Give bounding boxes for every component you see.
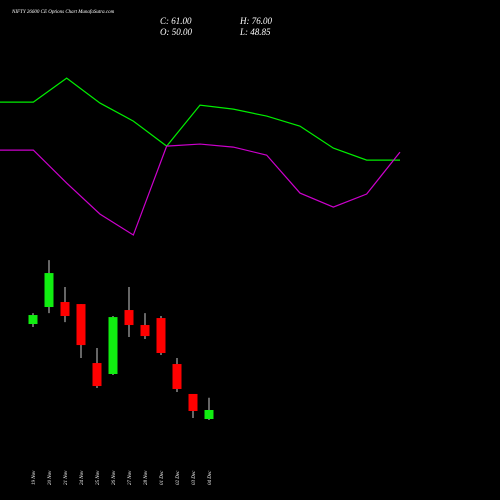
candle-body [60, 302, 70, 317]
x-tick-label: 26 Nov [112, 470, 117, 485]
ohlc-info: H: 76.00 [239, 16, 272, 26]
x-tick-label: 04 Dec [208, 470, 213, 485]
candle-body [44, 273, 54, 308]
candle-body [140, 325, 150, 337]
x-tick-label: 01 Dec [160, 470, 165, 485]
x-tick-label: 25 Nov [96, 470, 101, 485]
candle-body [124, 310, 134, 326]
candle-body [188, 393, 198, 411]
candle-body [172, 364, 182, 389]
x-tick-label: 03 Dec [192, 470, 197, 485]
ohlc-info: L: 48.85 [239, 27, 271, 37]
x-tick-label: 19 Nov [32, 470, 37, 485]
chart-title: NIFTY 26600 CE Options Chart MunafaSutra… [11, 10, 115, 15]
x-tick-label: 24 Nov [80, 470, 85, 485]
candle-body [28, 315, 38, 325]
x-tick-label: 20 Nov [48, 470, 53, 485]
candle-body [108, 317, 118, 375]
candle-body [204, 410, 214, 419]
candle-body [92, 363, 102, 387]
x-tick-label: 02 Dec [176, 470, 181, 485]
candle-body [76, 304, 86, 346]
x-tick-label: 28 Nov [144, 470, 149, 485]
x-tick-label: 27 Nov [128, 470, 133, 485]
line-series [0, 77, 400, 161]
line-series [0, 143, 401, 236]
ohlc-info: O: 50.00 [160, 27, 192, 37]
x-tick-label: 21 Nov [64, 470, 69, 485]
candle-body [156, 318, 166, 353]
ohlc-info: C: 61.00 [160, 16, 192, 26]
